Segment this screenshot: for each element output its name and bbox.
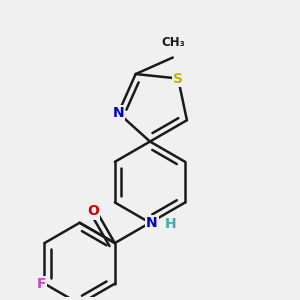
- Text: N: N: [146, 216, 158, 230]
- Text: S: S: [173, 71, 183, 85]
- Text: CH₃: CH₃: [161, 36, 184, 49]
- Text: O: O: [87, 204, 99, 218]
- Text: F: F: [36, 277, 46, 291]
- Text: N: N: [112, 106, 124, 120]
- Text: H: H: [165, 218, 177, 232]
